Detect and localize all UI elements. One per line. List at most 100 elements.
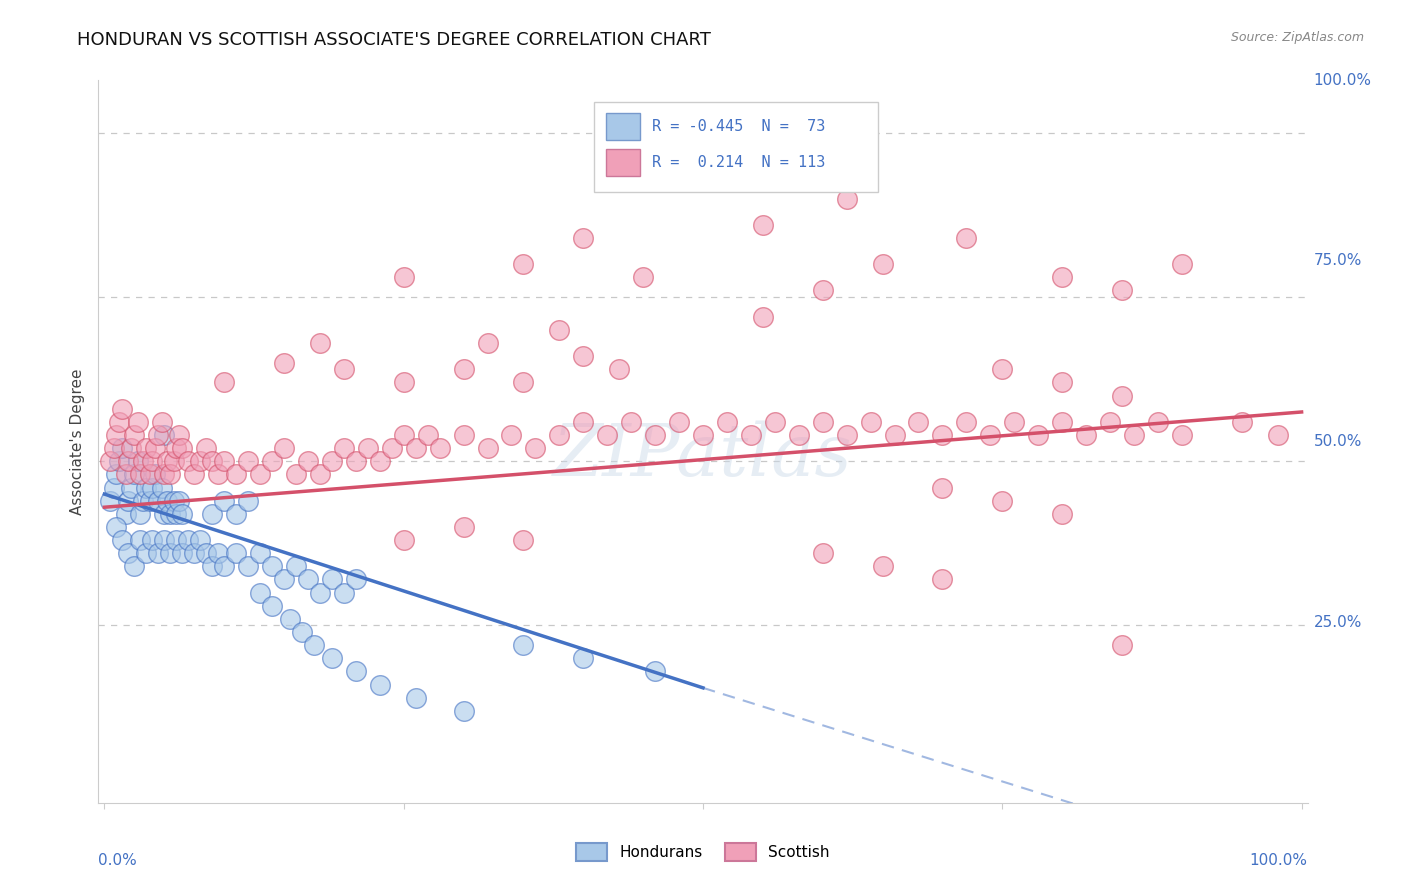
Text: 50.0%: 50.0% bbox=[1313, 434, 1362, 449]
Point bbox=[153, 428, 176, 442]
Point bbox=[512, 257, 534, 271]
Point bbox=[524, 441, 547, 455]
Point bbox=[172, 546, 194, 560]
Text: 100.0%: 100.0% bbox=[1313, 73, 1372, 87]
Point bbox=[100, 454, 122, 468]
Point bbox=[620, 415, 643, 429]
Point bbox=[752, 218, 775, 232]
Point bbox=[512, 638, 534, 652]
Point bbox=[148, 428, 170, 442]
Point bbox=[156, 454, 179, 468]
Point bbox=[512, 376, 534, 390]
Point bbox=[207, 546, 229, 560]
Point bbox=[392, 270, 415, 285]
Point bbox=[150, 415, 173, 429]
Point bbox=[716, 415, 738, 429]
Point bbox=[309, 467, 332, 482]
Point bbox=[548, 428, 571, 442]
Text: 0.0%: 0.0% bbox=[98, 854, 138, 869]
Point bbox=[644, 665, 666, 679]
Point bbox=[752, 310, 775, 324]
Point bbox=[333, 441, 356, 455]
Legend: Hondurans, Scottish: Hondurans, Scottish bbox=[571, 837, 835, 867]
Point bbox=[1111, 638, 1133, 652]
Point bbox=[955, 415, 977, 429]
Point bbox=[1147, 415, 1170, 429]
Point bbox=[124, 467, 146, 482]
Point bbox=[309, 336, 332, 351]
Text: Source: ZipAtlas.com: Source: ZipAtlas.com bbox=[1230, 31, 1364, 45]
Point bbox=[692, 428, 714, 442]
Text: 100.0%: 100.0% bbox=[1250, 854, 1308, 869]
Point bbox=[991, 493, 1014, 508]
Point bbox=[1111, 388, 1133, 402]
Point bbox=[120, 481, 142, 495]
Point bbox=[100, 493, 122, 508]
Point bbox=[148, 493, 170, 508]
Point bbox=[392, 376, 415, 390]
Point bbox=[120, 441, 142, 455]
Point bbox=[159, 467, 181, 482]
Point bbox=[1026, 428, 1049, 442]
Point bbox=[668, 415, 690, 429]
Point bbox=[260, 454, 283, 468]
Point bbox=[115, 507, 138, 521]
Point bbox=[135, 546, 157, 560]
Point bbox=[117, 493, 139, 508]
Point bbox=[1050, 415, 1073, 429]
Point bbox=[236, 454, 259, 468]
Point bbox=[368, 677, 391, 691]
Point bbox=[150, 481, 173, 495]
Point bbox=[201, 507, 224, 521]
Point bbox=[872, 257, 894, 271]
Point bbox=[111, 533, 134, 547]
Y-axis label: Associate's Degree: Associate's Degree bbox=[70, 368, 86, 515]
Point bbox=[249, 467, 271, 482]
Point bbox=[225, 467, 247, 482]
Point bbox=[883, 428, 905, 442]
Point bbox=[143, 441, 166, 455]
Point bbox=[105, 467, 128, 482]
Point bbox=[1050, 507, 1073, 521]
Point bbox=[1074, 428, 1097, 442]
Point bbox=[163, 454, 186, 468]
Point bbox=[117, 454, 139, 468]
Point bbox=[167, 428, 190, 442]
Point bbox=[607, 362, 630, 376]
Point bbox=[225, 546, 247, 560]
Text: HONDURAN VS SCOTTISH ASSOCIATE'S DEGREE CORRELATION CHART: HONDURAN VS SCOTTISH ASSOCIATE'S DEGREE … bbox=[77, 31, 711, 49]
Point bbox=[139, 467, 162, 482]
Point bbox=[135, 481, 157, 495]
Point bbox=[931, 428, 953, 442]
Point bbox=[429, 441, 451, 455]
Point bbox=[236, 493, 259, 508]
Point bbox=[835, 428, 858, 442]
Point bbox=[129, 533, 152, 547]
Point bbox=[124, 428, 146, 442]
Point bbox=[572, 415, 595, 429]
Point bbox=[302, 638, 325, 652]
Point bbox=[907, 415, 929, 429]
Point bbox=[183, 546, 205, 560]
Point bbox=[148, 546, 170, 560]
Point bbox=[141, 454, 163, 468]
Point bbox=[212, 559, 235, 574]
Point bbox=[291, 625, 314, 640]
Point bbox=[763, 415, 786, 429]
Point bbox=[201, 559, 224, 574]
Point bbox=[321, 454, 343, 468]
Point bbox=[692, 171, 714, 186]
Point bbox=[236, 559, 259, 574]
Point bbox=[1050, 270, 1073, 285]
Point bbox=[103, 481, 125, 495]
Point bbox=[596, 428, 619, 442]
Point bbox=[141, 481, 163, 495]
Text: 25.0%: 25.0% bbox=[1313, 615, 1362, 630]
Point bbox=[740, 428, 762, 442]
Point bbox=[572, 651, 595, 665]
Point bbox=[477, 441, 499, 455]
Point bbox=[195, 441, 218, 455]
Point bbox=[141, 533, 163, 547]
Point bbox=[297, 454, 319, 468]
Point bbox=[284, 559, 307, 574]
